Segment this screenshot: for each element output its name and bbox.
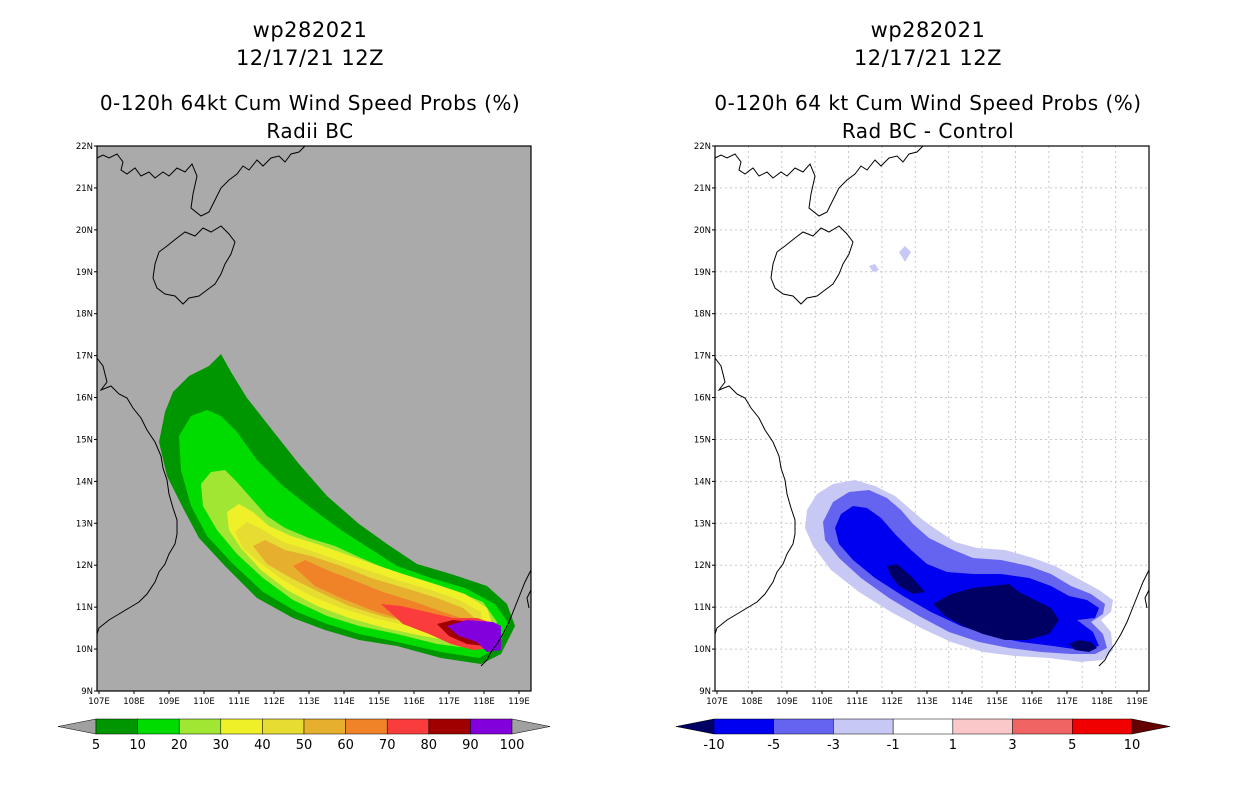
left-colorbar-swatch-3 xyxy=(220,718,263,735)
left-lat-label-19N: 19N xyxy=(76,268,93,278)
left-lon-label-116E: 116E xyxy=(403,697,425,707)
left-lat-label-14N: 14N xyxy=(76,477,93,487)
right-heading: 0-120h 64 kt Cum Wind Speed Probs (%) xyxy=(714,91,1142,115)
left-lon-label-117E: 117E xyxy=(438,697,460,707)
left-lon-label-115E: 115E xyxy=(368,697,390,707)
left-coastline-0 xyxy=(96,145,306,217)
left-colorbar-over-arrow xyxy=(511,718,551,735)
right-subheading: Rad BC - Control xyxy=(841,119,1015,143)
left-contour-9 xyxy=(447,620,501,652)
left-lon-label-108E: 108E xyxy=(123,697,145,707)
left-colorbar-swatch-6 xyxy=(345,718,388,735)
left-colorbar-tick-80: 80 xyxy=(421,738,438,753)
left-lon-label-109E: 109E xyxy=(158,697,180,707)
left-colorbar-swatch-1 xyxy=(137,718,180,735)
left-colorbar-tick-5: 5 xyxy=(92,738,100,753)
left-colorbar: 5 10 20 30 40 50 60 70 80 90 100 xyxy=(57,718,551,753)
left-colorbar-under-arrow xyxy=(57,718,97,735)
left-lon-label-107E: 107E xyxy=(88,697,110,707)
left-colorbar-tick-40: 40 xyxy=(254,738,271,753)
left-map-group: 107E 108E 109E 110E 111E 112E 113E 114E 115E 116E… xyxy=(76,142,532,707)
left-lon-label-114E: 114E xyxy=(333,697,355,707)
left-lat-label-12N: 12N xyxy=(76,561,93,571)
left-storm-id: wp282021 xyxy=(252,18,368,42)
left-colorbar-swatch-8 xyxy=(428,718,471,735)
left-colorbar-tick-60: 60 xyxy=(337,738,354,753)
left-colorbar-swatch-9 xyxy=(470,718,513,735)
left-lat-label-10N: 10N xyxy=(76,645,93,655)
left-heading: 0-120h 64kt Cum Wind Speed Probs (%) xyxy=(99,91,521,115)
left-colorbar-swatch-7 xyxy=(386,718,430,735)
left-lat-label-21N: 21N xyxy=(76,184,93,194)
left-coastline-4 xyxy=(526,589,532,609)
right-storm-id: wp282021 xyxy=(870,18,986,42)
left-colorbar-swatch-0 xyxy=(95,718,138,735)
left-coastline-1 xyxy=(152,225,236,305)
left-lat-label-13N: 13N xyxy=(76,519,93,529)
left-lat-label-9N: 9N xyxy=(81,687,93,697)
left-lat-label-20N: 20N xyxy=(76,226,93,236)
left-colorbar-tick-10: 10 xyxy=(129,738,146,753)
left-colorbar-swatch-5 xyxy=(303,718,346,735)
left-lon-label-113E: 113E xyxy=(298,697,320,707)
left-lat-label-22N: 22N xyxy=(76,142,93,152)
left-lon-label-119E: 119E xyxy=(508,697,530,707)
left-colorbar-tick-70: 70 xyxy=(379,738,396,753)
left-lat-label-15N: 15N xyxy=(76,435,93,445)
left-subheading: Radii BC xyxy=(266,119,354,143)
left-lat-label-11N: 11N xyxy=(76,603,93,613)
right-date: 12/17/21 12Z xyxy=(853,46,1003,70)
left-lat-label-16N: 16N xyxy=(76,394,93,404)
left-lon-label-118E: 118E xyxy=(473,697,495,707)
left-colorbar-tick-50: 50 xyxy=(296,738,313,753)
left-colorbar-swatch-4 xyxy=(262,718,305,735)
left-coastline-3 xyxy=(480,569,532,667)
left-lat-label-18N: 18N xyxy=(76,310,93,320)
left-colorbar-tick-20: 20 xyxy=(171,738,188,753)
left-colorbar-tick-30: 30 xyxy=(213,738,230,753)
left-colorbar-swatch-2 xyxy=(178,718,222,735)
left-lon-label-112E: 112E xyxy=(263,697,285,707)
left-map-frame xyxy=(96,145,532,692)
left-lon-label-111E: 111E xyxy=(228,697,250,707)
left-lat-label-17N: 17N xyxy=(76,352,93,362)
left-lon-label-110E: 110E xyxy=(193,697,215,707)
left-date: 12/17/21 12Z xyxy=(235,46,385,70)
left-colorbar-tick-100: 100 xyxy=(500,738,525,753)
left-coastline-2 xyxy=(96,357,178,635)
left-colorbar-tick-90: 90 xyxy=(462,738,479,753)
